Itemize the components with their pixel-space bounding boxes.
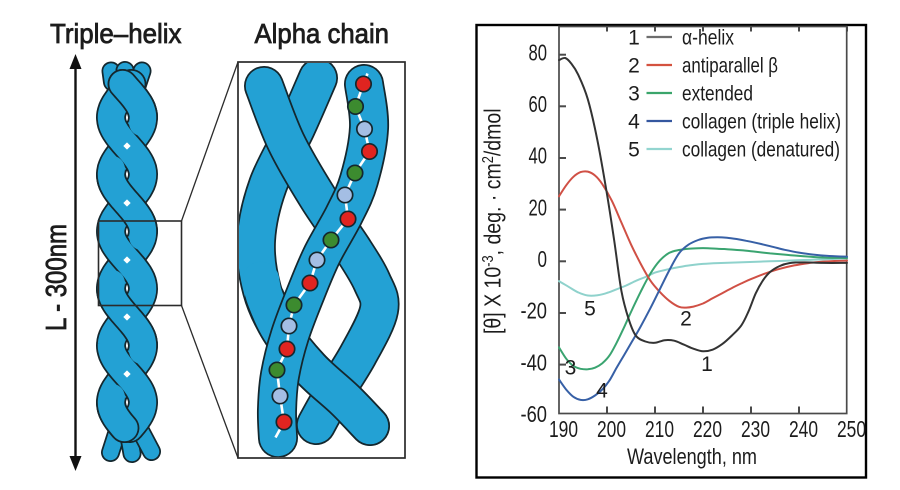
svg-text:40: 40 — [529, 143, 548, 169]
svg-text:200: 200 — [597, 416, 626, 442]
svg-text:-60: -60 — [521, 401, 548, 427]
svg-text:3: 3 — [565, 357, 577, 380]
svg-text:5: 5 — [628, 139, 640, 162]
svg-text:collagen (triple helix): collagen (triple helix) — [682, 111, 841, 134]
svg-text:3: 3 — [628, 83, 640, 106]
svg-text:210: 210 — [645, 416, 674, 442]
svg-text:5: 5 — [584, 298, 596, 321]
svg-text:-40: -40 — [521, 349, 548, 375]
svg-text:Triple–helix: Triple–helix — [50, 18, 182, 49]
svg-text:1: 1 — [628, 27, 640, 50]
svg-text:230: 230 — [741, 416, 770, 442]
svg-text:80: 80 — [529, 39, 548, 65]
svg-text:250: 250 — [837, 416, 866, 442]
svg-text:4: 4 — [596, 380, 608, 403]
svg-text:60: 60 — [529, 91, 548, 117]
svg-text:190: 190 — [549, 416, 578, 442]
svg-text:extended: extended — [682, 83, 753, 106]
svg-text:220: 220 — [693, 416, 722, 442]
svg-text:Wavelength, nm: Wavelength, nm — [627, 444, 757, 469]
svg-text:[θ] X 10-3, deg. · cm2/dmol: [θ] X 10-3, deg. · cm2/dmol — [479, 108, 506, 334]
svg-text:20: 20 — [529, 194, 548, 220]
svg-text:2: 2 — [628, 55, 640, 78]
svg-text:2: 2 — [680, 308, 692, 331]
svg-text:-20: -20 — [521, 298, 548, 324]
svg-text:0: 0 — [538, 246, 548, 272]
svg-text:collagen (denatured): collagen (denatured) — [682, 139, 840, 162]
svg-text:α-helix: α-helix — [682, 27, 734, 50]
svg-text:Alpha chain: Alpha chain — [255, 18, 390, 49]
svg-text:antiparallel β: antiparallel β — [682, 55, 778, 78]
svg-text:1: 1 — [701, 353, 713, 376]
svg-text:4: 4 — [628, 111, 640, 134]
svg-text:240: 240 — [789, 416, 818, 442]
svg-text:L - 300nm: L - 300nm — [41, 224, 73, 331]
